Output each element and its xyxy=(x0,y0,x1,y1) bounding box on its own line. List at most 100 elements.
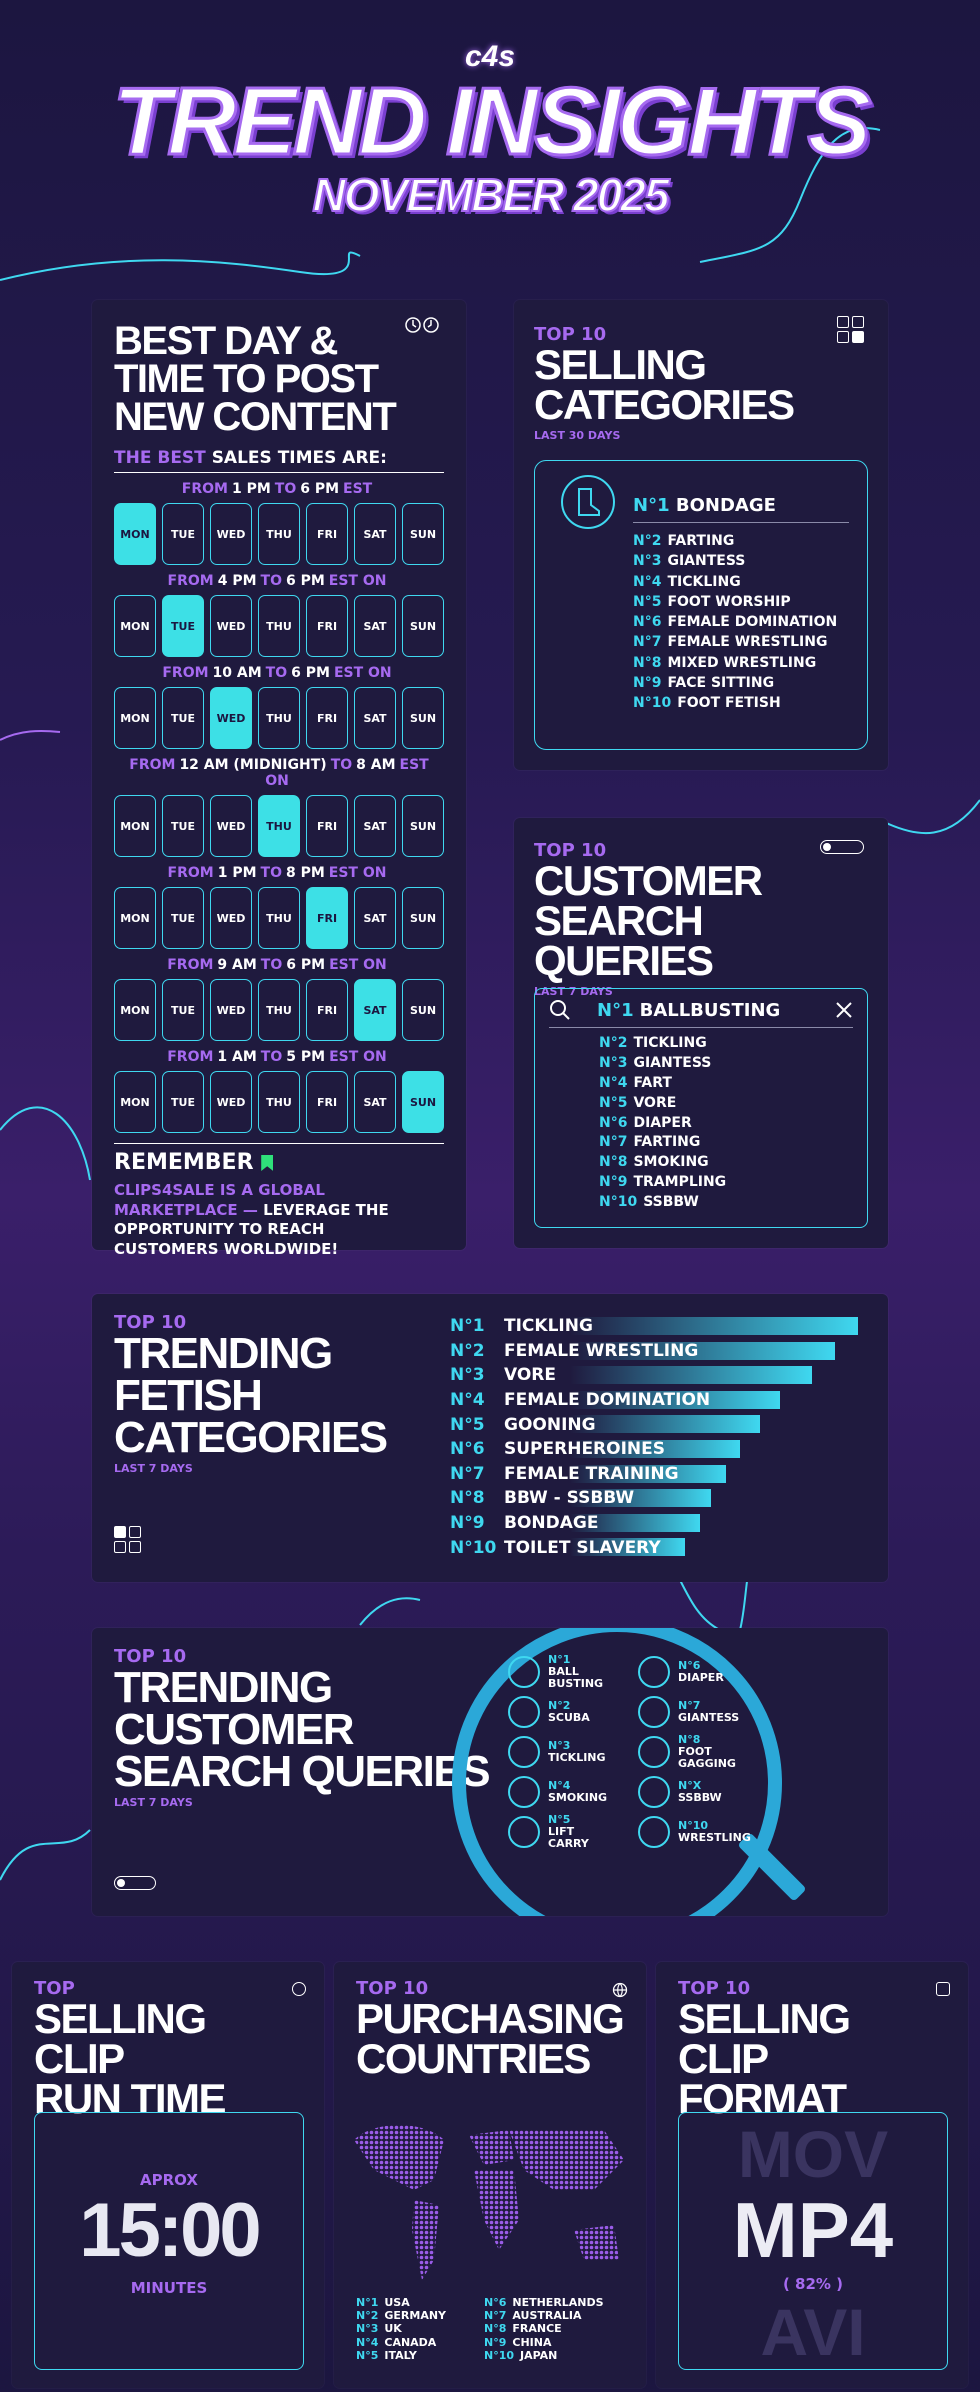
time-part: FROM xyxy=(167,957,214,973)
label: WRESTLING xyxy=(678,1831,751,1844)
day-cell: TUE xyxy=(162,687,204,749)
day-cell: TUE xyxy=(162,503,204,565)
bar xyxy=(570,1439,740,1458)
aprox-label: APROX xyxy=(140,2171,198,2189)
title-line: SELLING CLIP xyxy=(34,1995,207,2082)
title-line: CUSTOMER xyxy=(114,1704,354,1754)
item-text: N°6 DIAPER xyxy=(678,1659,748,1684)
day-cell: FRI xyxy=(306,1071,348,1133)
close-icon[interactable] xyxy=(835,1001,853,1019)
clock-icon xyxy=(404,316,442,338)
period-label: LAST 7 DAYS xyxy=(114,1796,193,1810)
time-part: FROM xyxy=(167,865,214,881)
label: TICKLING xyxy=(548,1751,606,1764)
list-item: N°8 FOOT GAGGING xyxy=(638,1732,768,1772)
bar xyxy=(570,1390,781,1409)
time-part: 5 PM xyxy=(286,1049,326,1065)
runtime-title: SELLING CLIP RUN TIME xyxy=(34,1995,302,2120)
rank: N°10 xyxy=(484,2348,515,2362)
day-cell: THU xyxy=(258,795,300,857)
rank: N°9 xyxy=(633,675,662,692)
remember-title: REMEMBER xyxy=(114,1143,444,1175)
search-input[interactable]: BALLBUSTING xyxy=(639,999,781,1021)
title-line: CATEGORIES xyxy=(534,380,795,428)
trending-search-right: N°6 DIAPER N°7 GIANTESS N°8 FOOT GAGGING N°X SS… xyxy=(638,1652,768,1852)
search-icon xyxy=(550,1000,570,1020)
title-line: FETISH xyxy=(114,1370,263,1420)
trending-fetish-panel: TOP 10 TRENDING FETISH CATEGORIES LAST 7… xyxy=(92,1294,888,1582)
time-range: FROM 1 PM TO 8 PM EST ON xyxy=(114,865,444,881)
bar-row: N°10 TOILET SLAVERY xyxy=(450,1535,860,1560)
brand-logo: c4s xyxy=(464,40,516,73)
category-icon xyxy=(508,1656,540,1688)
rank: N°7 xyxy=(633,634,662,651)
list-item: N°6 DIAPER xyxy=(599,1114,853,1134)
rank: N°4 xyxy=(356,2335,379,2349)
day-cell: WED xyxy=(210,1071,252,1133)
rank: N°8 xyxy=(484,2322,507,2336)
search-box[interactable]: N°1 BALLBUSTING N°2 TICKLING N°3 GIANTESS N°… xyxy=(534,988,868,1228)
bar xyxy=(570,1415,761,1434)
title-line: SELLING CLIP xyxy=(678,1995,851,2082)
day-cell: MON xyxy=(114,503,156,565)
toggle-icon xyxy=(114,1876,156,1890)
label: TICKLING xyxy=(504,1316,593,1337)
item-text: N°7 GIANTESS xyxy=(678,1699,748,1724)
time-part: TO xyxy=(260,865,282,881)
day-cell: WED xyxy=(210,687,252,749)
label: BBW - SSBBW xyxy=(504,1488,635,1509)
rank: N°4 xyxy=(633,573,662,590)
list-item: N°7 FARTING xyxy=(599,1133,853,1153)
label: SCUBA xyxy=(548,1711,590,1724)
grid-icon xyxy=(114,1526,141,1553)
list-item: N°8 FRANCE xyxy=(484,2322,634,2335)
time-part: 10 AM xyxy=(212,665,262,681)
label: FOOT GAGGING xyxy=(678,1744,736,1771)
label: SUPERHEROINES xyxy=(504,1439,666,1460)
day-cell: TUE xyxy=(162,979,204,1041)
label: TRAMPLING xyxy=(633,1174,727,1191)
list-item: N°8 MIXED WRESTLING xyxy=(633,653,849,673)
search-queries-panel: TOP 10 CUSTOMER SEARCH QUERIES LAST 7 DA… xyxy=(514,818,888,1248)
runtime-value: 15:00 xyxy=(79,2188,261,2273)
bar-row: N°9 BONDAGE xyxy=(450,1511,860,1536)
top-label: TOP 10 xyxy=(534,324,607,345)
item-text: N°2 SCUBA xyxy=(548,1699,618,1724)
time-part: TO xyxy=(265,665,288,681)
title-line: CUSTOMER xyxy=(534,857,763,904)
period-label: LAST 7 DAYS xyxy=(114,1462,193,1476)
item-text: N°3 TICKLING xyxy=(548,1739,618,1764)
trending-search-panel: TOP 10 TRENDING CUSTOMER SEARCH QUERIES … xyxy=(92,1628,888,1916)
search-bar[interactable]: N°1 BALLBUSTING xyxy=(549,999,853,1028)
list-item: N°2 TICKLING xyxy=(599,1034,853,1054)
day-cell: WED xyxy=(210,887,252,949)
label: VORE xyxy=(504,1365,557,1386)
day-cell: WED xyxy=(210,979,252,1041)
remember-purple: CLIPS4SALE IS A GLOBAL MARKETPLACE — xyxy=(114,1181,325,1219)
time-range: FROM 9 AM TO 6 PM EST ON xyxy=(114,957,444,973)
format-title: SELLING CLIP FORMAT xyxy=(678,1995,946,2120)
bar-row: N°3 VORE xyxy=(450,1363,860,1388)
rank: N°2 xyxy=(599,1035,628,1051)
day-cell: FRI xyxy=(306,979,348,1041)
runtime-panel: TOP SELLING CLIP RUN TIME APROX 15:00 MI… xyxy=(12,1962,324,2388)
label: DIAPER xyxy=(678,1671,724,1684)
day-cell: TUE xyxy=(162,1071,204,1133)
top-label: TOP 10 xyxy=(534,840,607,861)
rank: N°7 xyxy=(484,2309,507,2323)
rank: N°2 xyxy=(633,533,662,549)
item-text: N°X SSBBW xyxy=(678,1779,748,1804)
day-row: MON TUE WED THU FRI SAT SUN xyxy=(114,595,444,657)
day-cell: SUN xyxy=(402,687,444,749)
title-line: TIME TO POST xyxy=(114,357,379,401)
item-text: N°4 SMOKING xyxy=(548,1779,618,1804)
list-item: N°2 GERMANY xyxy=(356,2309,486,2322)
time-part: FROM xyxy=(129,757,176,773)
day-cell: THU xyxy=(258,503,300,565)
day-cell: SUN xyxy=(402,979,444,1041)
rank: N°3 xyxy=(450,1365,485,1386)
period-label: LAST 30 DAYS xyxy=(534,428,621,442)
list-item: N°4 FART xyxy=(599,1074,853,1094)
stopwatch-icon xyxy=(292,1982,306,1996)
format-above: MOV xyxy=(737,2117,889,2191)
